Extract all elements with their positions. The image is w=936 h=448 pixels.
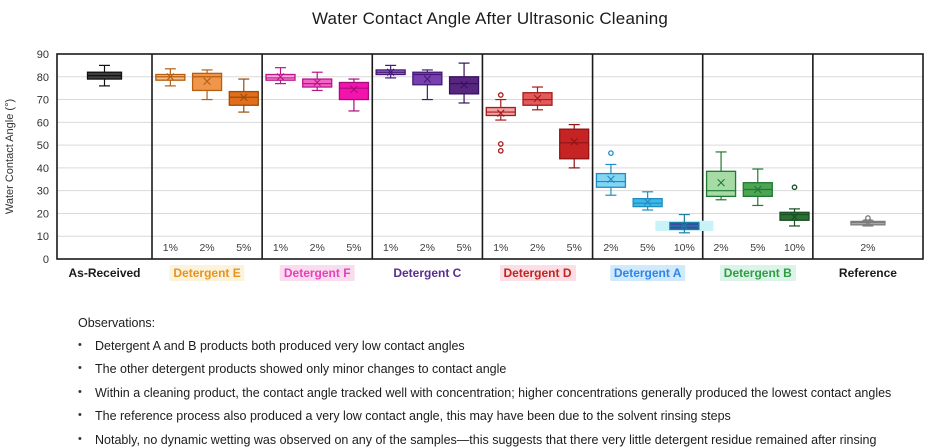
group-label: Detergent B (719, 265, 796, 281)
observation-item: • Notably, no dynamic wetting was observe… (78, 433, 891, 447)
bullet-icon: • (78, 339, 82, 351)
conc-label: 5% (640, 242, 655, 254)
y-tick-label: 30 (37, 186, 49, 198)
conc-label: 1% (383, 242, 398, 254)
mean-marker (239, 93, 248, 102)
box-rect (338, 81, 370, 101)
observation-text: The other detergent products showed only… (95, 362, 507, 377)
y-tick-label: 70 (37, 95, 49, 107)
group-label: Detergent E (169, 265, 245, 281)
observations-section: Observations: • Detergent A and B product… (78, 316, 891, 448)
box-rect (559, 128, 590, 160)
conc-label: 5% (346, 242, 361, 254)
bullet-icon: • (78, 409, 82, 422)
mean-marker (533, 94, 542, 103)
conc-label: 5% (750, 242, 765, 254)
box-rect (595, 172, 627, 188)
outlier-point (497, 141, 504, 147)
observation-item: • Within a cleaning product, the contact … (78, 386, 891, 400)
observation-text: Notably, no dynamic wetting was observed… (95, 432, 877, 447)
conc-label: 2% (530, 242, 545, 254)
group-label: Reference (838, 266, 897, 280)
observations-title: Observations: (78, 316, 156, 330)
bullet-icon: • (78, 432, 82, 445)
conc-label: 1% (493, 242, 508, 254)
mean-marker (753, 185, 762, 194)
conc-label: 2% (603, 242, 618, 254)
outlier-point (608, 150, 614, 156)
mean-marker (203, 77, 211, 86)
box-rect (705, 170, 737, 198)
observations-list: • Detergent A and B products both produce… (78, 339, 891, 447)
observation-item: • Detergent A and B products both produce… (78, 339, 891, 353)
chart-title: Water Contact Angle After Ultrasonic Cle… (311, 9, 669, 28)
box-rect (228, 90, 259, 106)
mean-marker (350, 85, 358, 94)
y-tick-label: 20 (37, 208, 49, 220)
y-tick-label: 60 (37, 117, 49, 129)
y-tick-label: 80 (37, 72, 49, 84)
box-plot-chart: 0 10 20 30 40 50 60 70 80 90 Water Contact Angle (… (4, 49, 924, 266)
observation-item: • The reference process also produced a v… (78, 409, 891, 423)
conc-label: 5% (456, 242, 471, 254)
conc-label: 5% (567, 242, 582, 254)
mean-marker (570, 137, 579, 146)
mean-marker (276, 72, 285, 81)
mean-marker (607, 175, 615, 184)
outlier-point (497, 92, 504, 98)
y-axis-title: Water Contact Angle (°) (4, 99, 16, 214)
conc-label: 2% (310, 242, 325, 254)
conc-label: 10% (784, 242, 805, 254)
conc-label: 2% (199, 242, 214, 254)
y-tick-label: 0 (43, 254, 49, 266)
conc-label: 2% (860, 242, 875, 254)
conc-label: 10% (674, 242, 695, 254)
conc-label: 2% (713, 242, 728, 254)
outlier-point (865, 215, 871, 221)
mean-marker (496, 109, 505, 118)
group-label: Detergent F (279, 265, 355, 281)
conc-label: 2% (420, 242, 435, 254)
observation-text: The reference process also produced a ve… (95, 409, 731, 424)
y-tick-label: 40 (37, 163, 49, 175)
observation-item: • The other detergent products showed onl… (78, 362, 891, 376)
y-tick-label: 90 (37, 49, 49, 61)
observation-text: Within a cleaning product, the contact a… (95, 385, 892, 400)
group-label: As-Received (68, 266, 141, 280)
y-tick-label: 10 (37, 231, 49, 243)
outlier-point (791, 184, 798, 191)
conc-label: 1% (163, 242, 178, 254)
bullet-icon: • (78, 362, 82, 375)
mean-marker (680, 222, 689, 230)
group-label: Detergent C (393, 266, 462, 280)
mean-marker (313, 78, 322, 87)
mean-marker (643, 198, 652, 206)
mean-marker (386, 68, 395, 77)
mean-marker (460, 80, 468, 89)
group-label: Detergent D (499, 265, 576, 281)
mean-marker (423, 75, 432, 83)
observation-text: Detergent A and B products both produced… (95, 339, 465, 353)
group-label: Detergent A (609, 265, 686, 281)
plot-frame (56, 53, 924, 260)
mean-marker (717, 178, 725, 187)
mean-marker (166, 72, 175, 81)
mean-marker (864, 218, 872, 227)
conc-label: 1% (273, 242, 288, 254)
conc-label: 5% (236, 242, 251, 254)
bullet-icon: • (78, 385, 82, 398)
outlier-point (497, 147, 504, 154)
mean-marker (790, 213, 799, 221)
y-tick-label: 50 (37, 140, 49, 152)
